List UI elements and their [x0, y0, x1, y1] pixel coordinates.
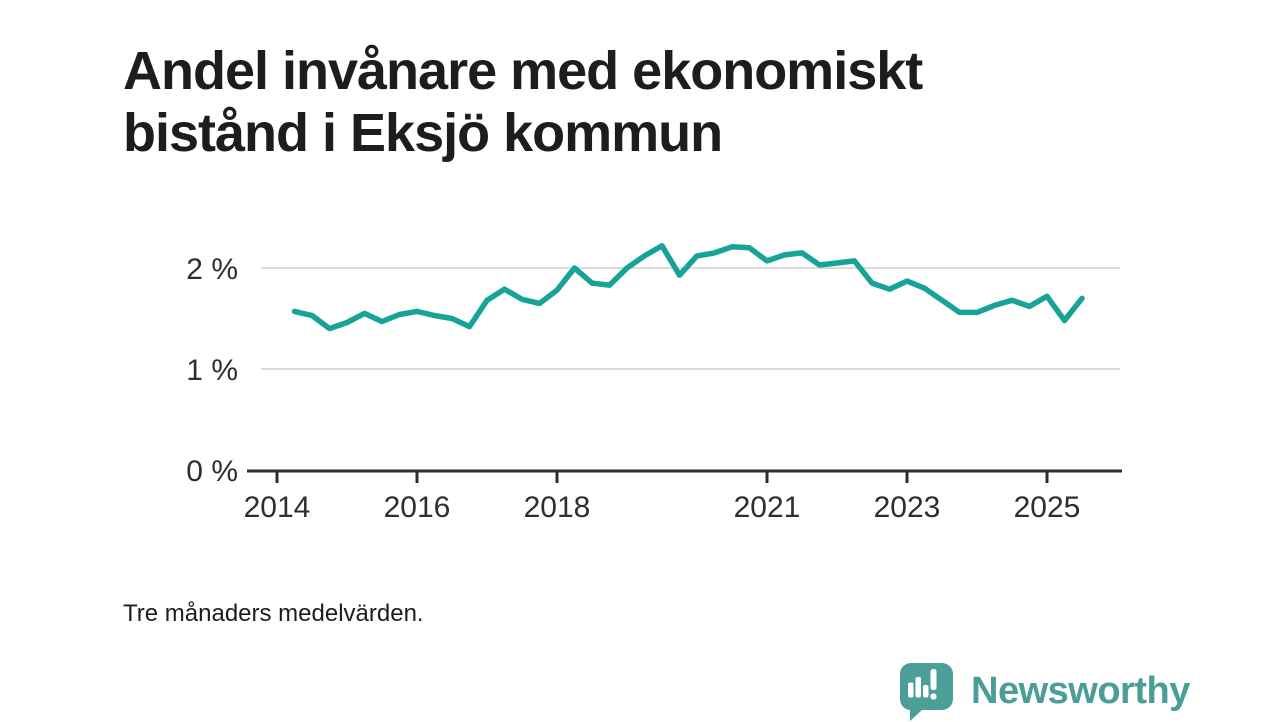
line-chart: 0 % 1 % 2 % 2014 2016 2018 2021 2023 2025 [186, 243, 1122, 524]
y-axis-tick-label: 1 % [186, 354, 238, 387]
y-axis-tick-label: 0 % [186, 455, 238, 488]
page-title: Andel invånare med ekonomiskt bistånd i … [123, 41, 923, 164]
newsworthy-speech-bubble-icon [899, 663, 953, 721]
bar-chart-glyph [908, 669, 937, 700]
x-axis-tick-label: 2021 [734, 491, 801, 524]
newsworthy-logo: Newsworthy [896, 662, 1190, 721]
x-axis-tick-label: 2016 [384, 491, 451, 524]
y-axis-tick-label: 2 % [186, 253, 238, 286]
x-axis-tick-label: 2023 [874, 491, 941, 524]
x-axis-tick-label: 2018 [524, 491, 591, 524]
brand-name: Newsworthy [971, 670, 1190, 712]
data-series-line [291, 243, 1085, 332]
chart-footnote: Tre månaders medelvärden. [123, 600, 424, 627]
x-axis-tick-label: 2025 [1014, 491, 1081, 524]
x-axis-tick-label: 2014 [244, 491, 311, 524]
